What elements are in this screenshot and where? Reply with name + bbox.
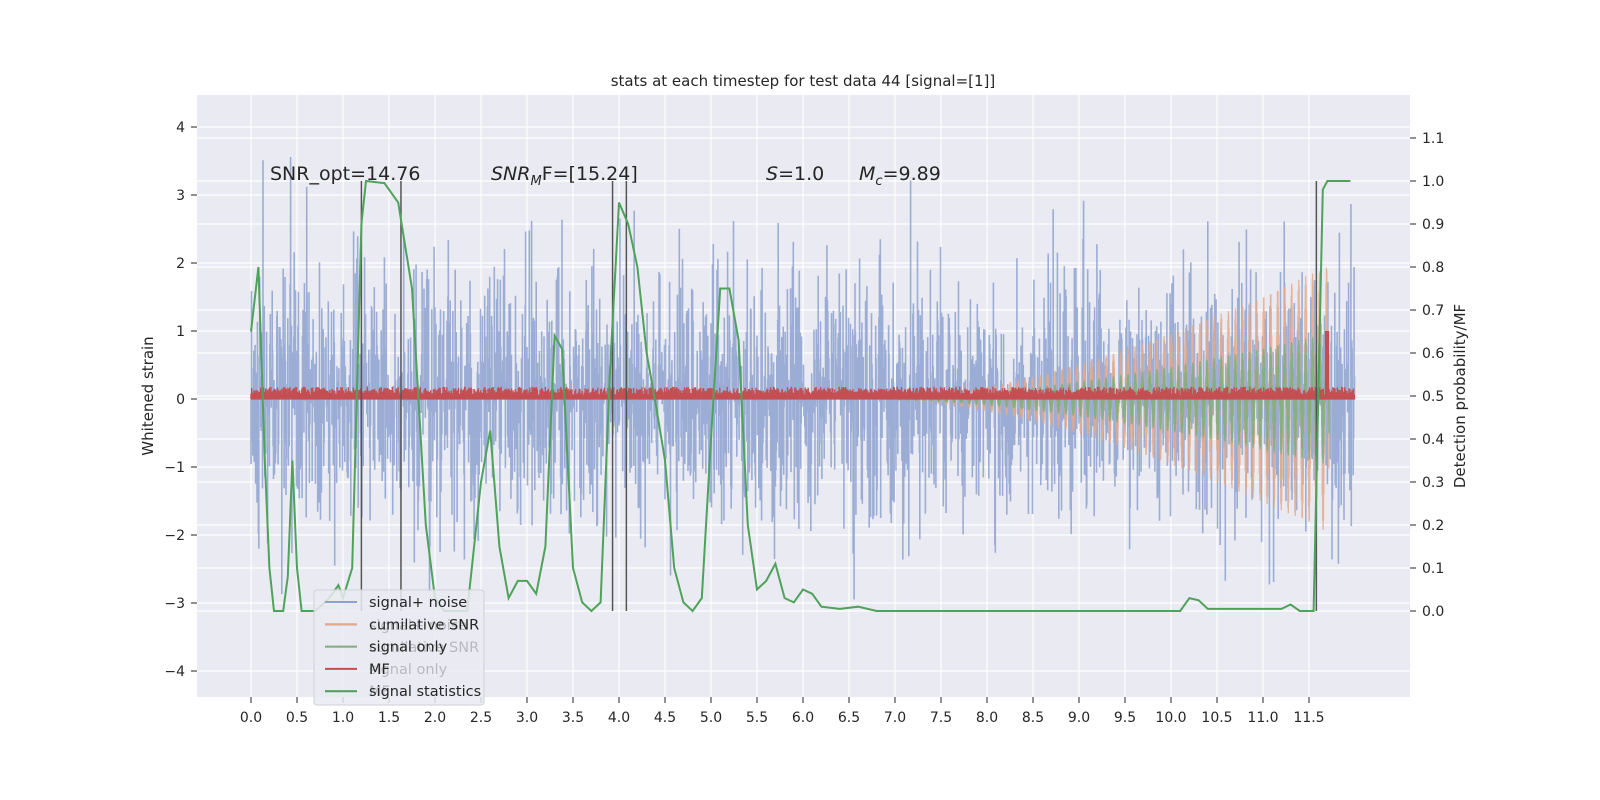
legend-label: signal only — [369, 640, 448, 656]
x-tick-label: 0.5 — [286, 710, 308, 726]
y-right-tick-label: 0.8 — [1422, 260, 1444, 276]
x-tick-label: 8.0 — [976, 710, 998, 726]
ghost-legend-label: cumilative SNR — [369, 640, 479, 656]
y-right-tick-label: 1.1 — [1422, 131, 1444, 147]
y-tick-label: 2 — [176, 256, 185, 272]
y-right-tick-label: 0.1 — [1422, 561, 1444, 577]
x-tick-label: 9.5 — [1114, 710, 1136, 726]
x-tick-label: 0.0 — [240, 710, 262, 726]
x-tick-label: 5.5 — [746, 710, 768, 726]
y-right-tick-label: 0.7 — [1422, 303, 1444, 319]
legend-label: MF — [369, 662, 390, 678]
y-right-tick-label: 0.6 — [1422, 346, 1444, 362]
x-tick-label: 6.5 — [838, 710, 860, 726]
x-tick-label: 3.5 — [562, 710, 584, 726]
y-tick-label: 4 — [176, 120, 185, 136]
legend-label: signal statistics — [369, 684, 481, 700]
y-right-tick-label: 0.3 — [1422, 475, 1444, 491]
x-tick-label: 4.0 — [608, 710, 630, 726]
y-axis-right-label: Detection probability/MF — [1451, 304, 1469, 488]
ghost-legend-label: signal+ noise — [369, 618, 467, 634]
snr-mf-rest: F=[15.24] — [542, 163, 638, 185]
x-tick-label: 11.5 — [1293, 710, 1324, 726]
x-tick-label: 5.0 — [700, 710, 722, 726]
x-tick-label: 6.0 — [792, 710, 814, 726]
ghost-legend-label: signal only — [369, 662, 448, 678]
x-tick-label: 10.5 — [1201, 710, 1232, 726]
legend-box — [313, 589, 485, 706]
snr-opt-annotation: SNR_opt=14.76 — [270, 163, 420, 185]
y-tick-label: −2 — [164, 528, 185, 544]
x-tick-label: 1.0 — [332, 710, 354, 726]
y-right-tick-label: 1.0 — [1422, 174, 1444, 190]
x-tick-label: 10.0 — [1155, 710, 1186, 726]
s-value: =1.0 — [778, 163, 824, 185]
legend-label: signal+ noise — [369, 595, 467, 611]
mc-symbol: M — [859, 163, 875, 185]
s-symbol: S — [766, 163, 778, 185]
y-tick-label: −1 — [164, 460, 185, 476]
mc-sub: c — [875, 174, 882, 189]
snr-mf-base: SNR — [491, 163, 530, 185]
x-tick-label: 4.5 — [654, 710, 676, 726]
x-tick-label: 11.0 — [1247, 710, 1278, 726]
y-tick-label: 0 — [176, 392, 185, 408]
x-tick-label: 3.0 — [516, 710, 538, 726]
x-tick-label: 2.5 — [470, 710, 492, 726]
snr-mf-sub: M — [530, 174, 541, 189]
y-tick-label: 3 — [176, 188, 185, 204]
snr-mf-annotation: SNRMF=[15.24] — [491, 163, 638, 189]
y-right-tick-label: 0.0 — [1422, 604, 1444, 620]
s-annotation: S=1.0 — [766, 163, 824, 185]
y-right-tick-label: 0.9 — [1422, 217, 1444, 233]
legend-label: cumilative SNR — [369, 617, 479, 633]
x-tick-label: 7.5 — [930, 710, 952, 726]
y-right-tick-label: 0.4 — [1422, 432, 1444, 448]
y-tick-label: 1 — [176, 324, 185, 340]
x-tick-label: 9.0 — [1068, 710, 1090, 726]
y-right-tick-label: 0.5 — [1422, 389, 1444, 405]
y-tick-label: −4 — [164, 664, 185, 680]
chart-title: stats at each timestep for test data 44 … — [611, 72, 996, 90]
x-tick-label: 1.5 — [378, 710, 400, 726]
mc-value: =9.89 — [883, 163, 941, 185]
x-tick-label: 2.0 — [424, 710, 446, 726]
y-tick-label: −3 — [164, 596, 185, 612]
y-axis-label: Whitened strain — [139, 336, 157, 455]
ticks: 0.0 0.5 1.0 1.5 2.0 2.5 3.0 3.5 4.0 4.5 5.0 5.5 6.0 6… — [164, 120, 1444, 726]
ghost-legend-label: MF — [369, 684, 390, 700]
x-tick-label: 8.5 — [1022, 710, 1044, 726]
mc-annotation: Mc=9.89 — [859, 163, 941, 189]
y-right-tick-label: 0.2 — [1422, 518, 1444, 534]
x-tick-label: 7.0 — [884, 710, 906, 726]
